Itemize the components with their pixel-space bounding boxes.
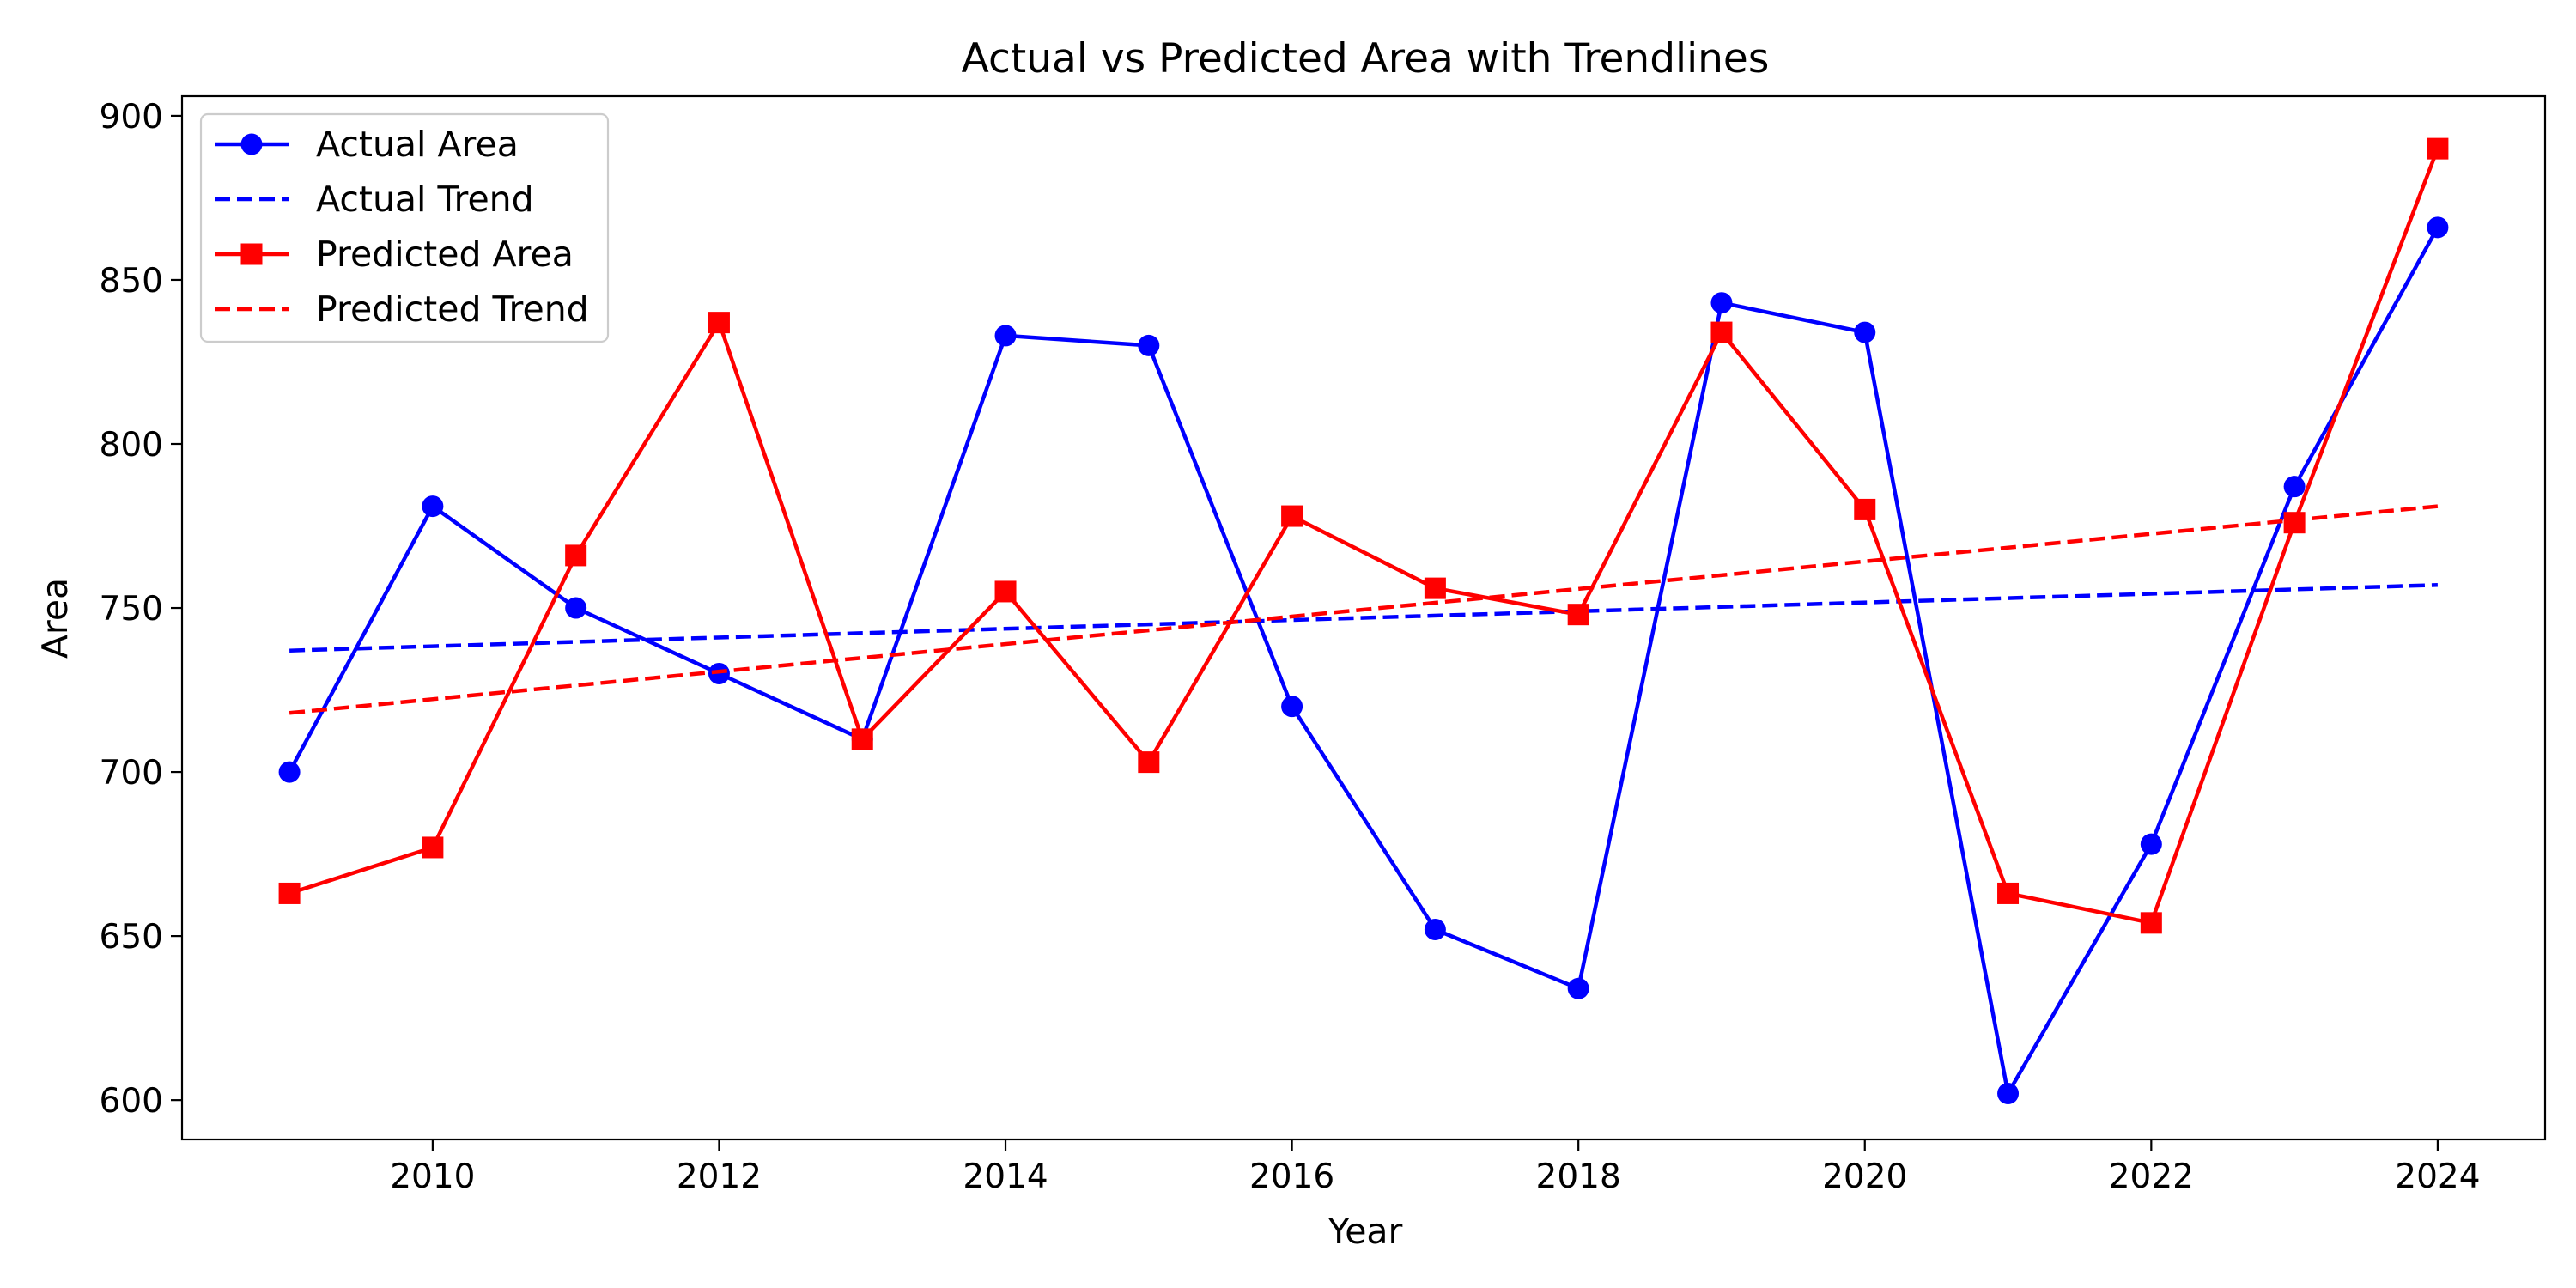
x-tick-label: 2010 [390,1157,475,1196]
x-tick-label: 2022 [2109,1157,2194,1196]
y-axis: 600 650 700 750 800 850 900 [100,98,182,1121]
predicted-area-point [422,836,444,859]
actual-area-point [1138,334,1160,356]
legend-label-predicted-trend: Predicted Trend [316,289,589,330]
predicted-area-point [1997,882,2020,904]
predicted-area-point [1854,498,1876,520]
predicted-area-point [1710,321,1733,343]
predicted-area-point [2140,912,2162,934]
x-axis: 2010 2012 2014 2016 2018 2020 2022 2024 [390,1139,2481,1196]
predicted-area-point [1424,577,1446,599]
actual-area-point [422,495,444,518]
legend-box [199,112,610,343]
y-tick-label: 900 [100,98,163,137]
x-tick-label: 2018 [1536,1157,1621,1196]
actual-area-point [2283,476,2306,498]
legend: Actual Area Actual Trend Predicted Area Pre… [199,112,610,343]
predicted-area-point [1138,751,1160,774]
x-tick-label: 2020 [1822,1157,1907,1196]
y-tick-label: 800 [100,426,163,465]
predicted-area-point [565,544,587,567]
x-tick-label: 2014 [963,1157,1048,1196]
actual-area-point [278,761,301,783]
x-axis-label: Year [1327,1211,1403,1252]
legend-label-actual-trend: Actual Trend [316,179,534,220]
plot-area [278,137,2449,1105]
predicted-area-point [278,882,301,904]
predicted-trend-line [289,504,2439,715]
predicted-area-point [708,312,730,334]
legend-marker-predicted-area [240,243,263,265]
y-tick-label: 850 [100,262,163,301]
chart-title: Actual vs Predicted Area with Trendlines [962,35,1770,82]
legend-label-predicted-area: Predicted Area [316,234,574,275]
actual-area-point [994,325,1017,347]
x-tick-label: 2012 [677,1157,762,1196]
y-tick-label: 700 [100,754,163,793]
predicted-area-point [1567,604,1589,626]
actual-area-point [2140,833,2162,855]
x-tick-label: 2016 [1249,1157,1334,1196]
actual-area-point [565,597,587,619]
x-tick-label: 2024 [2395,1157,2480,1196]
actual-area-point [1997,1083,2020,1105]
actual-area-point [1710,292,1733,314]
legend-label-actual-area: Actual Area [316,124,519,165]
y-tick-label: 650 [100,918,163,957]
actual-area-point [2427,216,2449,239]
predicted-area-point [2283,512,2306,534]
y-axis-label: Area [34,578,76,659]
actual-area-point [1854,321,1876,343]
predicted-area-point [851,728,873,750]
predicted-area-line [289,148,2440,926]
predicted-area-point [1281,505,1303,527]
legend-marker-actual-area [240,133,263,155]
y-tick-label: 750 [100,590,163,629]
y-tick-label: 600 [100,1082,163,1121]
plot-frame [180,94,2547,1141]
actual-area-point [1424,918,1446,940]
actual-area-point [708,662,730,684]
predicted-area-point [2427,137,2449,160]
actual-trend-line [289,583,2438,653]
actual-area-point [1281,696,1303,718]
actual-area-point [1567,977,1589,999]
predicted-area-point [994,580,1017,603]
